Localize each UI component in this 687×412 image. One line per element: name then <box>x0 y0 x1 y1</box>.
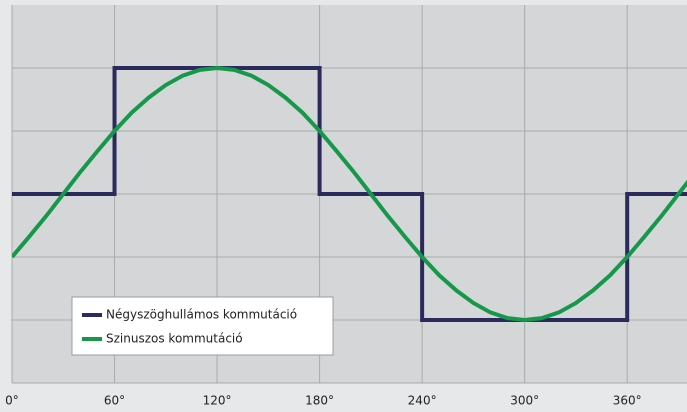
x-tick-label: 360° <box>613 394 642 408</box>
x-tick-label: 240° <box>408 394 437 408</box>
x-tick-label: 300° <box>510 394 539 408</box>
line-series <box>12 65 687 323</box>
x-tick-label: 180° <box>305 394 334 408</box>
legend-box <box>71 296 334 356</box>
legend-label: Szinuszos kommutáció <box>106 332 243 346</box>
x-tick-label: 0° <box>5 394 19 408</box>
x-tick-label: 60° <box>104 394 125 408</box>
x-tick-label: 120° <box>203 394 232 408</box>
legend-label: Négyszöghullámos kommutáció <box>106 308 297 322</box>
